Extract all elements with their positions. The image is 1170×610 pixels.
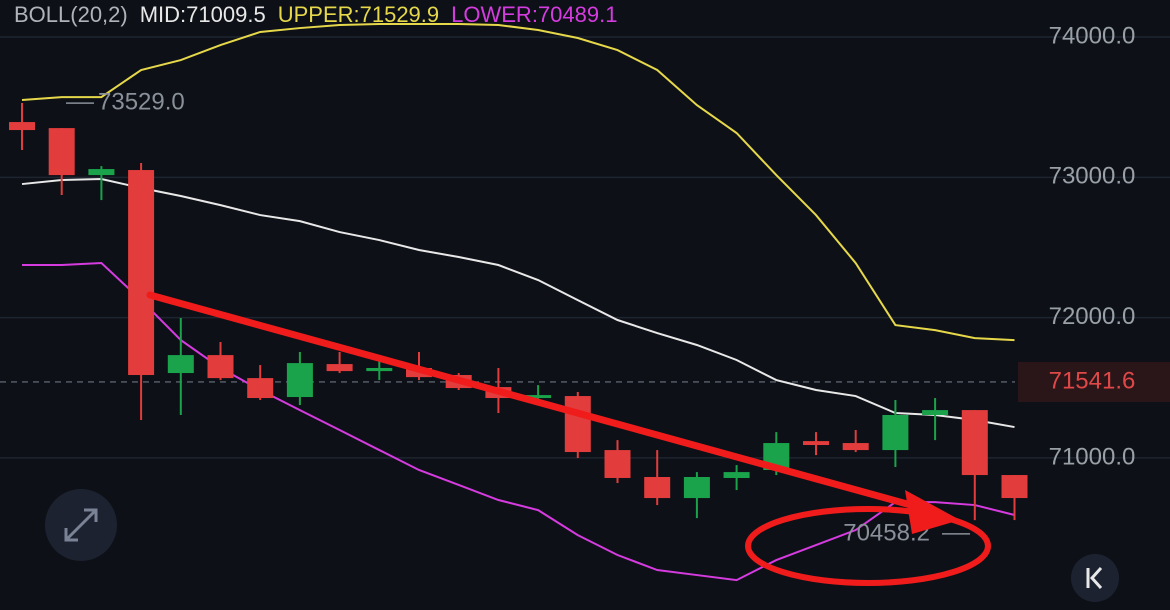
candle-body — [644, 477, 671, 499]
indicator-name: BOLL(20,2) — [14, 2, 128, 27]
candle-body — [128, 170, 155, 376]
legend-entry: MID:71009.5 — [140, 2, 266, 27]
candle-body — [366, 367, 393, 372]
button-bg — [1071, 554, 1119, 602]
y-tick-label: 71000.0 — [1049, 443, 1136, 470]
grid: 71000.0 72000.0 73000.0 74000.0 71541.6 — [0, 22, 1170, 470]
last-price-label: 71541.6 — [1049, 367, 1136, 394]
candle-body — [286, 363, 313, 398]
candle-body — [604, 450, 631, 478]
candle-body — [922, 410, 949, 415]
legend-entry: UPPER:71529.9 — [278, 2, 439, 27]
candle-body — [9, 122, 35, 131]
candle-body — [326, 364, 353, 372]
candle-body — [207, 355, 234, 379]
candle-body — [842, 443, 869, 451]
candle-body — [683, 477, 710, 499]
candle-body — [882, 414, 909, 451]
y-tick-label: 74000.0 — [1049, 22, 1136, 49]
boll-line — [21, 178, 1015, 429]
candle-body — [1001, 475, 1028, 499]
max-marker-label: 73529.0 — [98, 88, 185, 115]
fullscreen-button[interactable] — [45, 489, 117, 561]
boll-line — [22, 262, 1015, 582]
candle-body — [803, 441, 829, 446]
expand-icon — [64, 508, 98, 542]
trend-arrow — [146, 291, 922, 511]
candle-body — [167, 355, 194, 374]
boll-line — [21, 22, 1015, 342]
legend-entry: LOWER:70489.1 — [451, 2, 617, 27]
collapse-icon — [1086, 566, 1103, 590]
last-price-box — [1018, 361, 1170, 402]
candle-body — [723, 472, 750, 478]
annotation-layer — [146, 291, 991, 586]
candle-body — [564, 396, 591, 453]
candle-body — [88, 169, 115, 176]
y-tick-label: 73000.0 — [1049, 163, 1136, 190]
candle-body — [48, 128, 75, 176]
candle-body — [961, 410, 988, 476]
indicator-header: BOLL(20,2) MID:71009.5 UPPER:71529.9 LOWER:… — [14, 2, 617, 27]
y-tick-label: 72000.0 — [1049, 303, 1136, 330]
candle-body — [247, 378, 274, 399]
collapse-button[interactable] — [1071, 554, 1119, 602]
candle-body — [525, 395, 552, 399]
highlight-ellipse — [745, 506, 991, 586]
